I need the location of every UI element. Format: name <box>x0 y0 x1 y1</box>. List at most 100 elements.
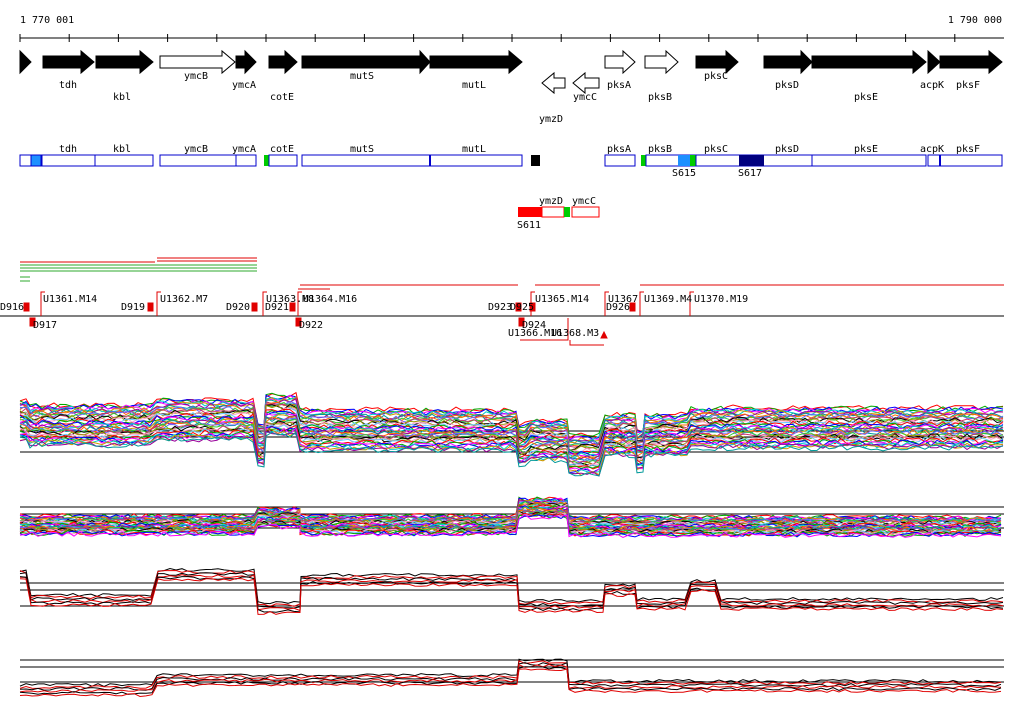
segment-box-mutS-mutL[interactable] <box>301 154 523 167</box>
gene-label-kbl: kbl <box>113 92 131 103</box>
segment-box-ymcC[interactable] <box>571 206 600 218</box>
gene-arrow[interactable] <box>19 49 32 75</box>
terminator-marker[interactable] <box>518 317 525 327</box>
segment-box-acpK[interactable] <box>927 154 941 167</box>
ruler-ticks <box>19 34 956 42</box>
promoter-label: U1370.M19 <box>694 294 748 305</box>
gene-arrow-pksE[interactable] <box>811 49 927 75</box>
segment-label-pksD: pksD <box>775 144 799 155</box>
promoter-markers <box>23 291 694 346</box>
segment-box-pksB-to-pksE[interactable] <box>645 154 927 167</box>
coverage-lines <box>20 257 1004 290</box>
expression-trace <box>19 421 1004 465</box>
gene-label-mutS: mutS <box>350 71 374 82</box>
terminator-label: D926 <box>606 302 630 313</box>
promoter-marker[interactable] <box>156 291 161 316</box>
marker-label: U1366.M16 <box>508 328 562 339</box>
expression-trace <box>19 662 1002 691</box>
terminator-marker[interactable] <box>29 317 36 327</box>
segment-label-pksB: pksB <box>648 144 672 155</box>
segment-label-pksF: pksF <box>956 144 980 155</box>
terminator-label: D925 <box>510 302 534 313</box>
gene-arrow-pksF[interactable] <box>939 49 1003 75</box>
terminator-marker[interactable] <box>251 302 258 312</box>
promoter-marker[interactable] <box>262 291 267 316</box>
expression-trace <box>19 660 1002 689</box>
terminator-marker[interactable] <box>629 302 636 312</box>
expression-trace <box>19 418 1004 465</box>
gene-arrow-ymcC[interactable] <box>572 71 600 95</box>
gene-label-mutL: mutL <box>462 80 486 91</box>
expression-trace <box>19 576 1004 613</box>
gene-arrow-pksD[interactable] <box>763 49 813 75</box>
site-S611-marker[interactable] <box>518 207 542 217</box>
segment-box-tdh-kbl[interactable] <box>41 154 154 167</box>
terminator-marker[interactable] <box>529 302 536 312</box>
promoter-label: U1369.M4 <box>644 294 692 305</box>
terminator-marker[interactable] <box>147 302 154 312</box>
expression-trace <box>19 663 1002 693</box>
segment-box-pksF[interactable] <box>939 154 1003 167</box>
expression-trace <box>19 426 1004 469</box>
promoter-marker-reverse[interactable] <box>569 340 604 346</box>
terminator-marker[interactable] <box>23 302 30 312</box>
gene-arrow-mutL[interactable] <box>429 49 523 75</box>
site-marker-green[interactable] <box>564 207 570 217</box>
gene-label-ymcA: ymcA <box>232 80 256 91</box>
gene-label-ymzD: ymzD <box>539 114 563 125</box>
gene-label-pksE: pksE <box>854 92 878 103</box>
gene-track: tdh kbl ymcB ymcA cotE mutS mutL ymzD ym… <box>19 49 1003 125</box>
gene-arrow-mutS[interactable] <box>301 49 431 75</box>
expression-trace <box>19 577 1004 615</box>
gene-arrow-kbl[interactable] <box>95 49 154 75</box>
site-S617-marker[interactable] <box>739 155 764 166</box>
promoter-marker[interactable] <box>297 291 302 316</box>
site-marker-green[interactable] <box>641 155 646 166</box>
promoter-marker[interactable] <box>40 291 45 316</box>
gene-arrow-pksA[interactable] <box>604 49 636 75</box>
gene-arrow-cotE[interactable] <box>268 49 298 75</box>
gene-arrow-pksB[interactable] <box>644 49 679 75</box>
segment-label-pksC: pksC <box>704 144 728 155</box>
gene-label-pksC: pksC <box>704 71 728 82</box>
expression-trace <box>19 404 1004 452</box>
ruler-end-label: 1 790 000 <box>948 15 1002 26</box>
expression-trace <box>19 658 1002 688</box>
segment-box[interactable] <box>19 154 32 167</box>
expression-trace <box>19 666 1002 695</box>
expression-trace <box>19 500 1002 525</box>
site-marker-green[interactable] <box>690 155 696 166</box>
site-marker-green[interactable] <box>264 155 269 166</box>
promoter-marker[interactable] <box>604 291 609 316</box>
site-S615-marker[interactable] <box>678 155 690 166</box>
segment-box-ymzD[interactable] <box>541 206 565 218</box>
expression-trace <box>19 426 1004 475</box>
site-label-S615: S615 <box>672 168 696 179</box>
promoter-label: U1361.M14 <box>43 294 97 305</box>
segment-box-ymcB-ymcA[interactable] <box>159 154 257 167</box>
terminator-marker[interactable] <box>289 302 296 312</box>
promoter-marker[interactable] <box>689 291 694 316</box>
segment-box-pksA[interactable] <box>604 154 636 167</box>
gene-arrow-ymzD[interactable] <box>541 71 566 95</box>
gene-arrow-ymcB[interactable] <box>159 49 236 75</box>
segment-box-cotE[interactable] <box>268 154 298 167</box>
gene-arrow-tdh[interactable] <box>42 49 95 75</box>
gene-arrow-ymcA[interactable] <box>235 49 257 75</box>
gene-label-ymcC: ymcC <box>573 92 597 103</box>
terminator-marker[interactable] <box>295 317 302 327</box>
segment-label-ymcC: ymcC <box>572 196 596 207</box>
gene-label-pksB: pksB <box>648 92 672 103</box>
promoter-label: U1367 <box>608 294 638 305</box>
expression-panel-all-conditions-2 <box>19 496 1004 538</box>
gene-arrow-pksC[interactable] <box>695 49 739 75</box>
promoter-marker[interactable] <box>639 291 644 316</box>
segment-block-dark[interactable] <box>531 155 540 166</box>
gene-arrow-acpK[interactable] <box>927 49 941 75</box>
expression-trace <box>19 431 1004 477</box>
promoter-marker-reverse[interactable] <box>520 318 569 341</box>
segment-label-tdh: tdh <box>59 144 77 155</box>
terminator-marker[interactable] <box>515 302 522 312</box>
site-marker[interactable] <box>30 154 42 167</box>
terminator-label: D920 <box>226 302 250 313</box>
